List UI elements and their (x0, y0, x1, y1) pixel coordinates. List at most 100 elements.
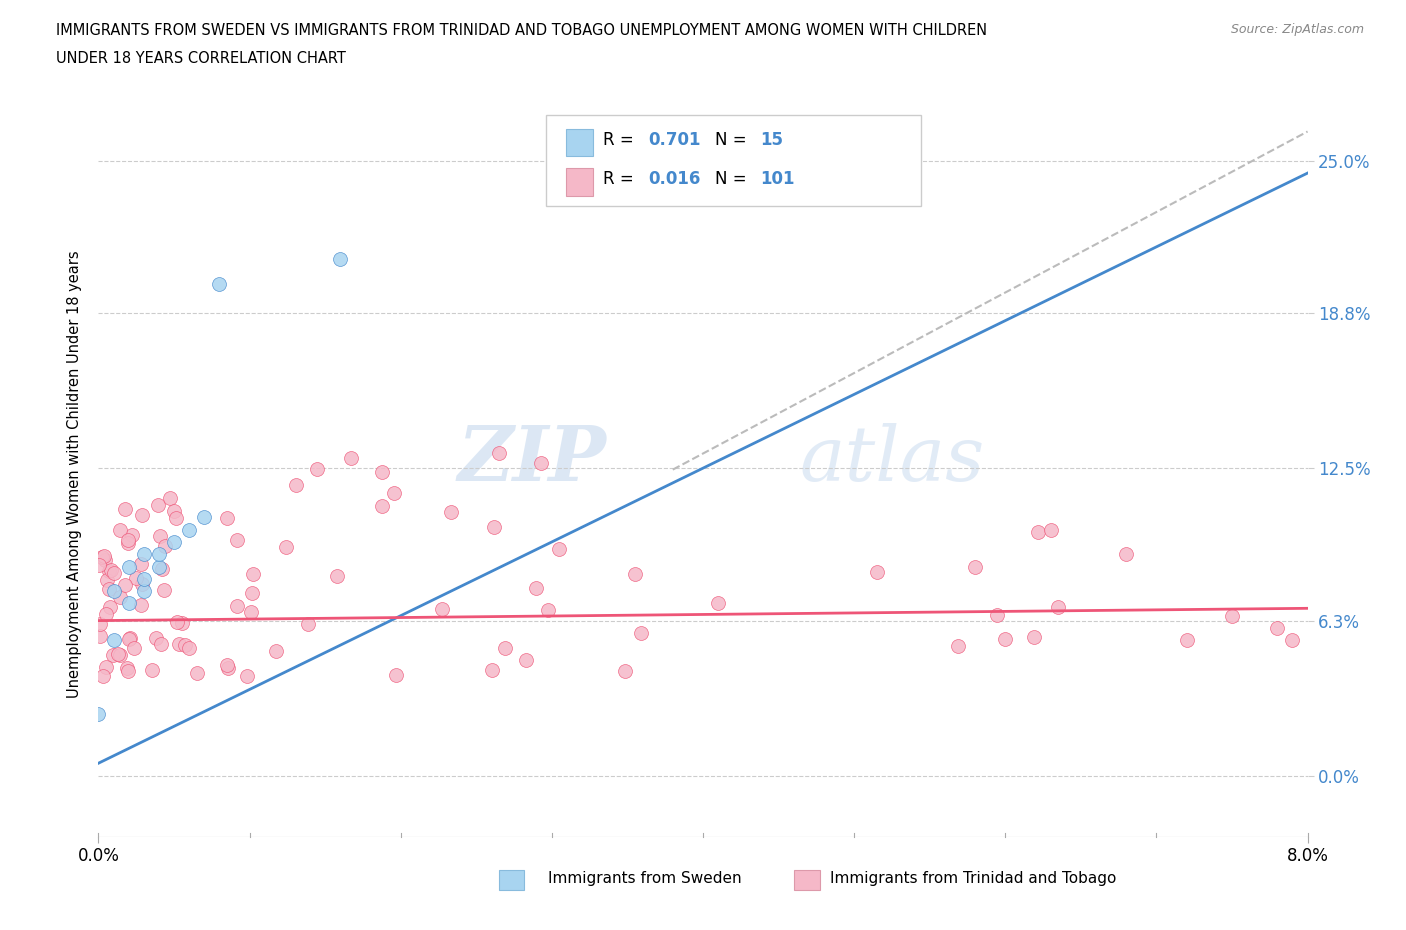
Point (129, 556, 152, 571)
Point (122, 641, 145, 656)
Point (440, 504, 463, 519)
Point (371, 465, 394, 480)
Point (132, 547, 155, 562)
Point (89, 617, 111, 631)
Point (225, 533, 247, 548)
Point (179, 522, 201, 537)
Point (1281, 632, 1303, 647)
Point (326, 568, 349, 583)
Text: atlas: atlas (800, 423, 986, 497)
Point (163, 535, 186, 550)
Point (624, 567, 647, 582)
Point (165, 511, 187, 525)
Point (97, 581, 120, 596)
Point (91, 550, 114, 565)
FancyBboxPatch shape (567, 168, 593, 195)
Point (707, 595, 730, 610)
Point (481, 662, 503, 677)
Point (994, 631, 1017, 646)
Point (89, 557, 111, 572)
Point (110, 647, 132, 662)
Point (117, 535, 139, 550)
Point (132, 584, 155, 599)
Point (225, 599, 247, 614)
Point (186, 665, 208, 680)
Point (148, 547, 170, 562)
Point (235, 668, 257, 683)
Text: Immigrants from Sweden: Immigrants from Sweden (548, 871, 742, 886)
Text: Source: ZipAtlas.com: Source: ZipAtlas.com (1230, 23, 1364, 36)
Text: 0.016: 0.016 (648, 170, 702, 188)
Point (1175, 632, 1198, 647)
Point (530, 455, 553, 470)
Point (96, 573, 118, 588)
Point (115, 660, 138, 675)
Point (986, 607, 1008, 622)
Point (613, 664, 636, 679)
Point (114, 578, 136, 593)
Point (208, 276, 231, 291)
Point (91, 669, 114, 684)
Point (118, 631, 141, 646)
Point (547, 541, 569, 556)
Point (494, 640, 516, 655)
Text: N =: N = (716, 131, 752, 149)
Point (117, 533, 139, 548)
Point (217, 511, 239, 525)
Point (108, 523, 131, 538)
Point (1115, 547, 1137, 562)
Point (159, 491, 181, 506)
Point (132, 571, 155, 586)
Point (131, 577, 153, 591)
FancyBboxPatch shape (546, 115, 921, 206)
Text: 0.701: 0.701 (648, 131, 702, 149)
Point (179, 641, 201, 656)
Point (89, 629, 111, 644)
Point (94, 659, 117, 674)
Point (340, 450, 363, 465)
Point (1022, 630, 1045, 644)
Point (98, 600, 121, 615)
Point (120, 630, 142, 644)
Point (153, 538, 176, 553)
Point (152, 562, 174, 577)
Point (866, 565, 889, 579)
Point (240, 586, 263, 601)
Point (153, 583, 176, 598)
Text: 15: 15 (759, 131, 783, 149)
Point (215, 658, 238, 672)
Point (103, 648, 125, 663)
Point (94, 606, 117, 621)
Point (264, 644, 287, 658)
Point (118, 596, 141, 611)
Point (103, 584, 125, 599)
Point (114, 502, 136, 517)
Point (98, 564, 121, 578)
Point (1267, 620, 1289, 635)
Point (108, 590, 131, 604)
Point (121, 527, 143, 542)
Point (145, 631, 167, 645)
Y-axis label: Unemployment Among Women with Children Under 18 years: Unemployment Among Women with Children U… (67, 250, 83, 698)
Point (370, 499, 392, 514)
Point (515, 652, 537, 667)
Point (167, 636, 190, 651)
Point (217, 661, 239, 676)
Point (103, 632, 125, 647)
Point (94, 552, 117, 567)
Text: UNDER 18 YEARS CORRELATION CHART: UNDER 18 YEARS CORRELATION CHART (56, 51, 346, 66)
Point (125, 571, 148, 586)
Point (430, 602, 453, 617)
Point (242, 566, 264, 581)
Point (170, 616, 193, 631)
Point (385, 668, 408, 683)
Point (240, 604, 263, 619)
Text: ZIP: ZIP (457, 423, 606, 497)
Point (146, 498, 169, 512)
Point (524, 581, 547, 596)
Point (329, 252, 352, 267)
Text: IMMIGRANTS FROM SWEDEN VS IMMIGRANTS FROM TRINIDAD AND TOBAGO UNEMPLOYMENT AMONG: IMMIGRANTS FROM SWEDEN VS IMMIGRANTS FRO… (56, 23, 987, 38)
Point (284, 478, 307, 493)
Point (131, 508, 153, 523)
Point (107, 647, 129, 662)
